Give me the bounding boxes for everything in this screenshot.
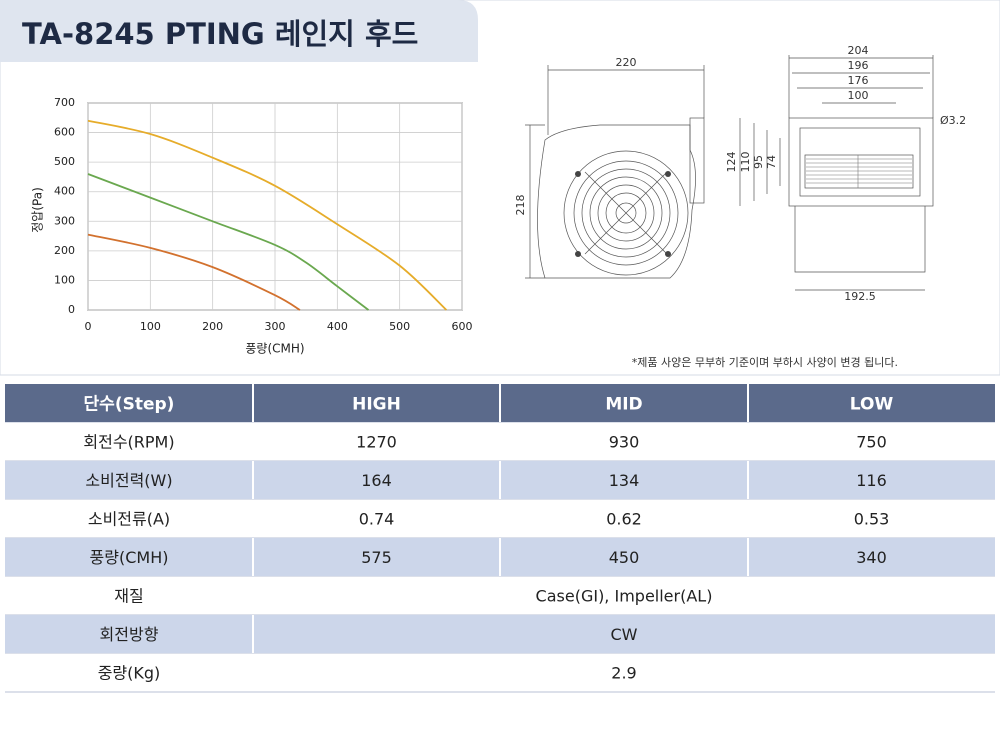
table-cell: 풍량(CMH) <box>90 548 169 567</box>
x-tick-label: 600 <box>452 320 473 333</box>
dimension-label: 218 <box>514 195 527 216</box>
y-tick-label: 100 <box>54 273 75 286</box>
table-cell: 930 <box>609 432 640 451</box>
dimension-label: 95 <box>752 155 765 169</box>
x-tick-label: 300 <box>265 320 286 333</box>
table-cell: 134 <box>609 471 640 490</box>
dimension-label: 204 <box>848 44 869 57</box>
x-axis-label: 풍량(CMH) <box>245 342 304 356</box>
curve <box>87 173 370 311</box>
y-tick-label: 200 <box>54 244 75 257</box>
y-tick-label: 400 <box>54 185 75 198</box>
table-cell: 164 <box>361 471 392 490</box>
table-cell: 0.53 <box>854 509 890 528</box>
curve <box>87 119 448 311</box>
curve <box>87 233 301 311</box>
x-tick-label: 200 <box>202 320 223 333</box>
frame <box>0 0 1000 376</box>
dimension-label: 176 <box>848 74 869 87</box>
table-cell: Case(GI), Impeller(AL) <box>536 586 713 605</box>
dimension-label: 100 <box>848 89 869 102</box>
dimension-label: 74 <box>765 155 778 169</box>
header-cell: 단수(Step) <box>84 394 175 414</box>
table-cell: 340 <box>856 548 887 567</box>
table-row <box>5 576 995 615</box>
x-tick-label: 400 <box>327 320 348 333</box>
y-tick-label: 500 <box>54 155 75 168</box>
dimension-label: 196 <box>848 59 869 72</box>
header-cell: MID <box>605 394 642 414</box>
table-cell: 116 <box>856 471 887 490</box>
table-cell: 회전방향 <box>100 625 159 644</box>
table-cell: 0.74 <box>359 509 395 528</box>
table-cell: 재질 <box>114 586 143 605</box>
table-cell: 450 <box>609 548 640 567</box>
dimension-label: 110 <box>739 152 752 173</box>
y-tick-label: 600 <box>54 126 75 139</box>
table-cell: 1270 <box>356 432 397 451</box>
table-cell: 575 <box>361 548 392 567</box>
table-cell: 2.9 <box>611 663 636 682</box>
title-tab <box>0 0 478 62</box>
header-cell: LOW <box>850 394 894 414</box>
table-cell: 0.62 <box>606 509 642 528</box>
table-cell: CW <box>611 625 638 644</box>
x-tick-label: 0 <box>85 320 92 333</box>
table-cell: 소비전류(A) <box>88 509 170 528</box>
y-tick-label: 300 <box>54 214 75 227</box>
table-cell: 750 <box>856 432 887 451</box>
dimension-label: 124 <box>725 152 738 173</box>
table-row <box>5 653 995 692</box>
header-cell: HIGH <box>352 394 401 414</box>
title: TA-8245 PTING 레인지 후드 <box>22 17 418 51</box>
table-row <box>5 615 995 654</box>
dimension-label: Ø3.2 <box>940 114 966 127</box>
x-tick-label: 100 <box>140 320 161 333</box>
table-cell: 회전수(RPM) <box>83 432 174 451</box>
dimension-label: 192.5 <box>844 290 876 303</box>
y-tick-label: 0 <box>68 303 75 316</box>
drawing <box>525 55 934 291</box>
chart: 0 100 200 300 400 500 600 0 100 200 300 400 500 600 70… <box>54 96 473 333</box>
note: *제품 사양은 무부하 기준이며 부하시 사양이 변경 됩니다. <box>632 355 898 369</box>
table-cell: 소비전력(W) <box>85 471 172 490</box>
y-axis-label: 정압(Pa) <box>31 187 45 233</box>
table-cell: 중량(Kg) <box>98 663 161 682</box>
dimension-label: 220 <box>616 56 637 69</box>
x-tick-label: 500 <box>389 320 410 333</box>
y-tick-label: 700 <box>54 96 75 109</box>
spec-table: 단수(Step) HIGH MID LOW 회전수(RPM) 1270 930 750 소비전력… <box>5 384 995 693</box>
